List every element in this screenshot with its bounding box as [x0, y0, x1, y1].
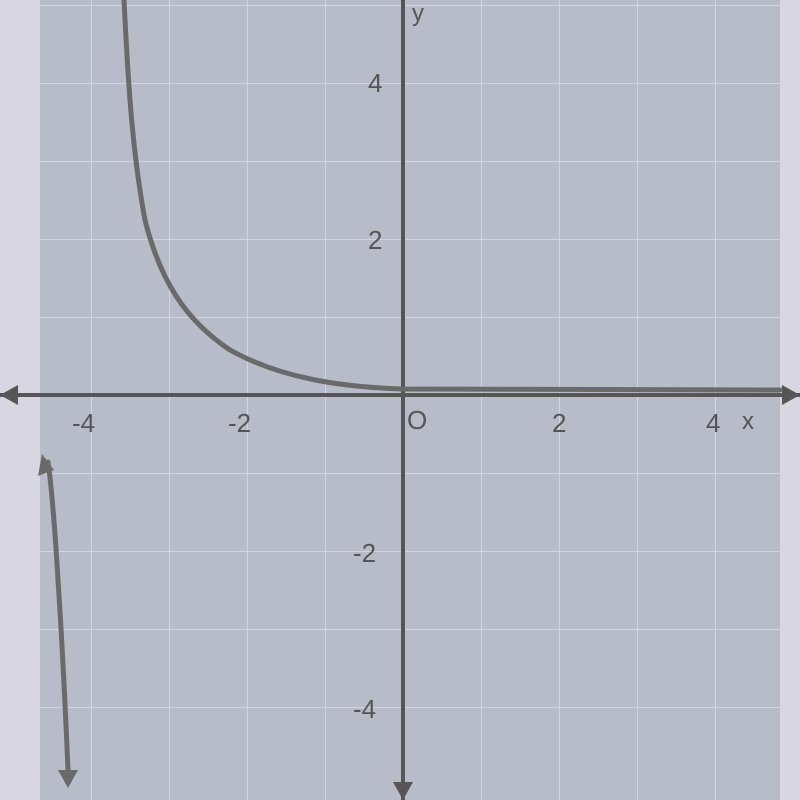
y-tick-label: -4 — [353, 694, 376, 725]
y-tick-label: 4 — [368, 68, 382, 99]
grid-v — [91, 0, 92, 800]
y-axis — [401, 0, 405, 800]
origin-label: O — [407, 405, 427, 436]
grid-v — [481, 0, 482, 800]
y-tick-label: 2 — [368, 225, 382, 256]
x-axis-label: x — [742, 408, 754, 436]
x-tick-label: -4 — [72, 408, 95, 439]
grid-v — [247, 0, 248, 800]
grid-h — [40, 5, 780, 6]
grid-v — [325, 0, 326, 800]
grid-v — [715, 0, 716, 800]
grid-v — [169, 0, 170, 800]
x-tick-label: -2 — [228, 408, 251, 439]
x-tick-label: 4 — [706, 408, 720, 439]
grid-v — [559, 0, 560, 800]
x-axis-arrow-right-icon — [782, 385, 800, 405]
grid-h — [40, 83, 780, 84]
y-axis-label: y — [412, 0, 424, 28]
grid-h — [40, 707, 780, 708]
grid-h — [40, 629, 780, 630]
x-axis-arrow-left-icon — [0, 385, 18, 405]
plot-area — [40, 0, 780, 800]
x-tick-label: 2 — [552, 408, 566, 439]
grid-h — [40, 317, 780, 318]
grid-h — [40, 161, 780, 162]
x-axis — [0, 393, 800, 397]
grid-h — [40, 239, 780, 240]
grid-v — [637, 0, 638, 800]
grid-h — [40, 473, 780, 474]
y-axis-arrow-down-icon — [393, 782, 413, 800]
grid-h — [40, 551, 780, 552]
y-tick-label: -2 — [353, 538, 376, 569]
